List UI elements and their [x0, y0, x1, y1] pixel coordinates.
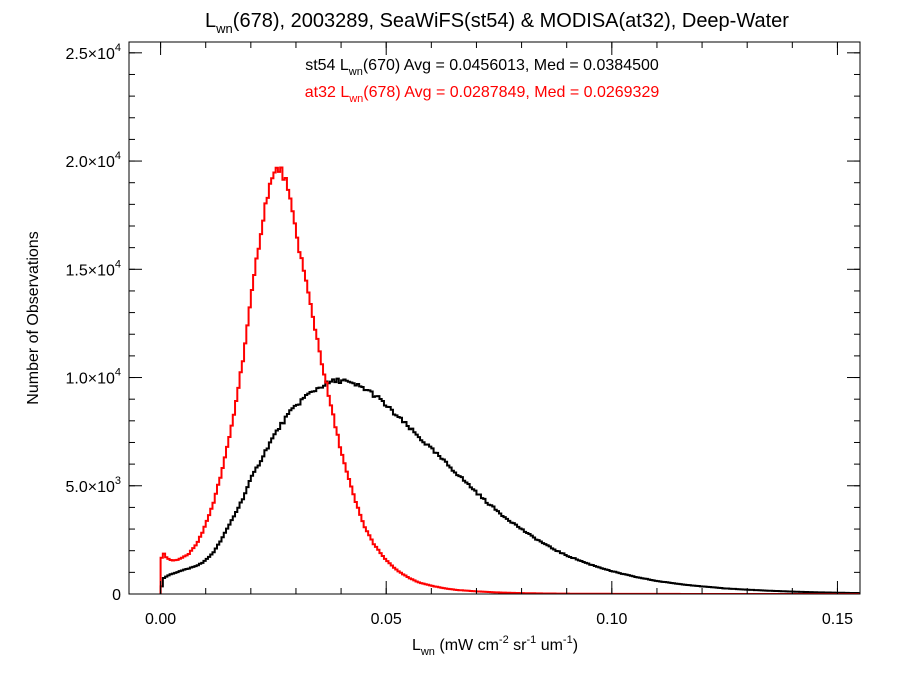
x-axis-label-subscript: wn	[420, 646, 435, 658]
y-tick-exponent: 4	[115, 367, 121, 379]
y-tick-exponent: 4	[115, 258, 121, 270]
annotation-at32: at32 Lwn(678) Avg = 0.0287849, Med = 0.0…	[305, 84, 660, 105]
y-tick-mantissa: 1.5×10	[65, 262, 114, 279]
y-tick-exponent: 4	[115, 150, 121, 162]
y-tick-mantissa: 0	[112, 587, 121, 604]
plot-area: 0.00 0.05 0.10 0.1505.0×1031.0×1041.5×1042.…	[65, 41, 861, 628]
x-axis-label-main: L	[412, 637, 421, 654]
y-tick-label: 5.0×103	[65, 475, 121, 496]
y-tick-label: 1.0×104	[65, 367, 121, 388]
y-tick-exponent: 3	[115, 475, 121, 487]
y-tick-label: 1.5×104	[65, 258, 121, 279]
x-axis-label-superscript: -2	[499, 634, 509, 646]
legend-annotations: st54 Lwn(670) Avg = 0.0456013, Med = 0.0…	[305, 57, 660, 105]
x-tick-label: 0.05	[371, 611, 402, 628]
plot-frame	[128, 41, 861, 595]
x-axis-label-superscript: -1	[526, 634, 536, 646]
chart-title-main: L	[205, 10, 216, 32]
annotation-st54-subscript: wn	[348, 66, 363, 78]
histogram-series-st54	[159, 377, 860, 594]
chart-title: Lwn(678), 2003289, SeaWiFS(st54) & MODIS…	[205, 10, 789, 36]
x-axis-label-part: um	[536, 637, 563, 654]
y-tick-label: 2.0×104	[65, 150, 121, 171]
x-axis-label-part: )	[573, 637, 578, 654]
y-tick-mantissa: 2.5×10	[65, 46, 114, 63]
annotation-st54-prefix: st54 L	[305, 57, 349, 74]
y-tick-exponent: 4	[115, 42, 121, 54]
annotation-at32-prefix: at32 L	[305, 84, 350, 101]
y-tick-label: 2.5×104	[65, 42, 121, 63]
annotation-st54-rest: (670) Avg = 0.0456013, Med = 0.0384500	[363, 57, 659, 74]
chart-title-subscript: wn	[215, 21, 233, 36]
y-tick-mantissa: 5.0×10	[65, 479, 114, 496]
annotation-at32-subscript: wn	[348, 93, 363, 105]
x-tick-label: 0.10	[596, 611, 627, 628]
x-axis-label-part: sr	[509, 637, 527, 654]
x-axis-label: Lwn (mW cm-2 sr-1 um-1)	[412, 634, 578, 658]
annotation-st54: st54 Lwn(670) Avg = 0.0456013, Med = 0.0…	[305, 57, 659, 78]
y-tick-mantissa: 1.0×10	[65, 371, 114, 388]
y-tick-mantissa: 2.0×10	[65, 154, 114, 171]
x-axis-label-part: (mW cm	[435, 637, 499, 654]
y-axis-label: Number of Observations	[25, 231, 42, 404]
x-axis-label-superscript: -1	[563, 634, 573, 646]
tick-layer: 0.00 0.05 0.10 0.1505.0×1031.0×1041.5×1042.…	[65, 42, 860, 628]
x-tick-label: 0.00	[145, 611, 176, 628]
x-tick-label: 0.15	[822, 611, 853, 628]
chart-title-rest: (678), 2003289, SeaWiFS(st54) & MODISA(a…	[233, 10, 789, 32]
y-tick-label: 0	[112, 587, 121, 604]
annotation-at32-rest: (678) Avg = 0.0287849, Med = 0.0269329	[363, 84, 659, 101]
